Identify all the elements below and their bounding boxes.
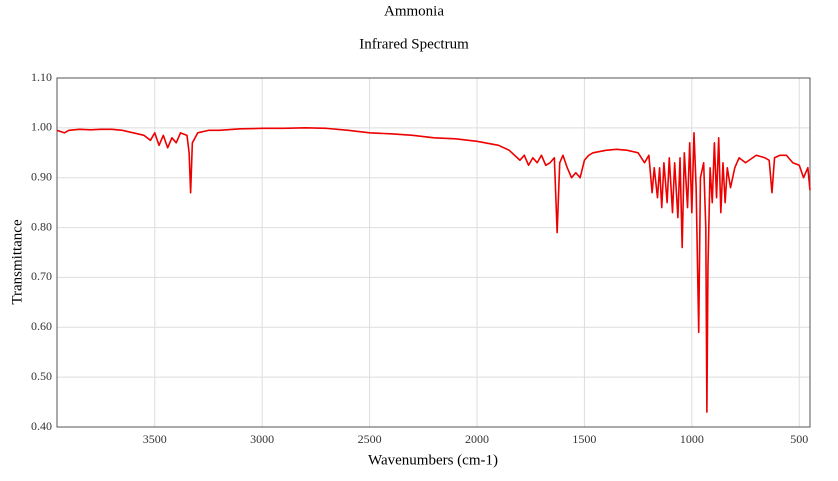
y-tick-label: 0.80: [31, 219, 52, 233]
x-tick-label: 3000: [250, 432, 274, 446]
x-axis-label: Wavenumbers (cm-1): [368, 452, 498, 468]
y-axis-label: Transmittance: [9, 219, 25, 305]
y-tick-label: 1.10: [31, 70, 52, 84]
x-tick-label: 3500: [143, 432, 167, 446]
x-tick-label: 1000: [680, 432, 704, 446]
chart-subtitle: Infrared Spectrum: [359, 36, 469, 52]
x-tick-label: 500: [790, 432, 808, 446]
x-tick-label: 2500: [358, 432, 382, 446]
y-tick-label: 0.70: [31, 269, 52, 283]
x-tick-label: 1500: [572, 432, 596, 446]
spectrum-line: [56, 127, 811, 413]
y-tick-label: 0.50: [31, 369, 52, 383]
chart-title: Ammonia: [384, 3, 444, 19]
y-tick-label: 1.00: [31, 120, 52, 134]
y-tick-label: 0.90: [31, 169, 52, 183]
x-tick-label: 2000: [465, 432, 489, 446]
y-tick-label: 0.60: [31, 319, 52, 333]
plot-border: [56, 77, 811, 428]
y-tick-label: 0.40: [31, 419, 52, 433]
